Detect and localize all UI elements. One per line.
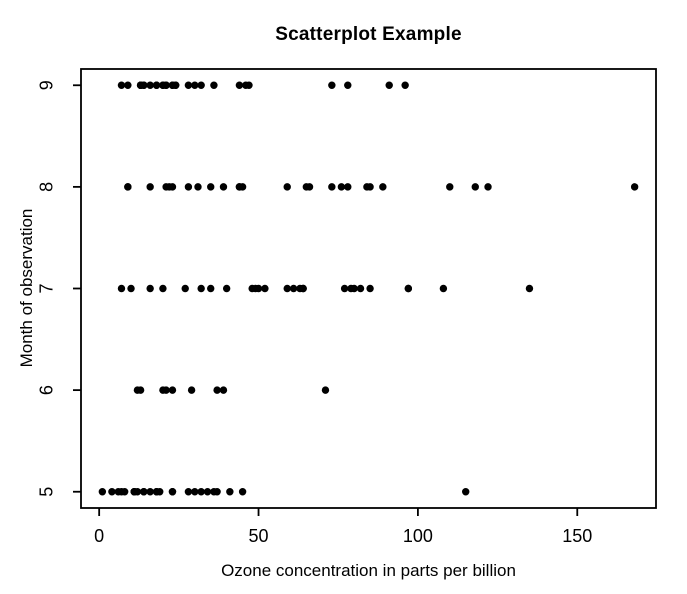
- data-point: [181, 284, 189, 293]
- data-point: [162, 183, 170, 191]
- data-point: [146, 488, 154, 496]
- data-point: [98, 488, 107, 496]
- data-point: [525, 284, 534, 293]
- data-point: [124, 81, 132, 89]
- data-point: [207, 183, 215, 191]
- data-point: [404, 284, 413, 293]
- data-point: [146, 284, 154, 293]
- y-tick-label: 6: [36, 385, 56, 395]
- data-point: [340, 284, 349, 293]
- data-point: [302, 183, 311, 191]
- data-point: [159, 386, 167, 394]
- data-point: [471, 183, 479, 191]
- data-point: [235, 81, 244, 89]
- data-point: [127, 284, 135, 293]
- data-point: [299, 284, 307, 293]
- data-point: [114, 488, 122, 496]
- data-point: [219, 183, 228, 191]
- data-point: [146, 183, 154, 191]
- data-point: [197, 284, 205, 293]
- data-point: [140, 81, 148, 89]
- data-point: [140, 488, 148, 496]
- data-point: [159, 284, 167, 293]
- y-tick-label: 9: [36, 80, 56, 90]
- data-point: [168, 386, 177, 394]
- y-tick-label: 8: [36, 182, 56, 192]
- data-point: [238, 488, 247, 496]
- data-point: [254, 284, 263, 293]
- data-point: [203, 488, 212, 496]
- data-point: [289, 284, 298, 293]
- data-point: [168, 183, 177, 191]
- data-point: [184, 183, 193, 191]
- data-point: [261, 284, 269, 293]
- data-point: [197, 488, 205, 496]
- x-tick-label: 50: [249, 526, 269, 546]
- x-axis-label: Ozone concentration in parts per billion: [221, 561, 516, 580]
- data-point: [356, 284, 365, 293]
- data-point: [222, 284, 231, 293]
- data-point: [117, 284, 126, 293]
- data-point: [168, 81, 177, 89]
- data-point: [152, 488, 161, 496]
- data-point: [146, 81, 154, 89]
- chart-title: Scatterplot Example: [275, 24, 462, 45]
- data-point: [184, 488, 193, 496]
- data-point: [379, 183, 387, 191]
- data-point: [321, 386, 330, 394]
- data-point: [401, 81, 409, 89]
- data-point: [238, 183, 247, 191]
- data-point: [242, 81, 250, 89]
- x-tick-label: 0: [94, 526, 104, 546]
- data-point: [344, 183, 352, 191]
- data-point: [385, 81, 393, 89]
- data-point: [328, 81, 336, 89]
- data-point: [117, 81, 126, 89]
- data-point: [328, 183, 336, 191]
- data-point: [124, 183, 132, 191]
- data-point: [350, 284, 358, 293]
- data-point: [207, 284, 215, 293]
- data-point: [366, 284, 374, 293]
- data-point: [108, 488, 116, 496]
- data-point: [630, 183, 639, 191]
- data-point: [136, 386, 145, 394]
- data-point: [446, 183, 454, 191]
- data-point: [462, 488, 470, 496]
- data-point: [191, 81, 199, 89]
- data-point: [184, 81, 193, 89]
- data-point: [213, 386, 221, 394]
- x-tick-label: 150: [562, 526, 592, 546]
- data-point: [344, 81, 352, 89]
- x-tick-label: 100: [403, 526, 433, 546]
- data-point: [439, 284, 448, 293]
- data-point: [187, 386, 196, 394]
- data-point: [191, 488, 199, 496]
- data-point: [337, 183, 346, 191]
- data-point: [283, 183, 291, 191]
- data-point: [484, 183, 492, 191]
- y-axis-label: Month of observation: [17, 208, 36, 368]
- data-point: [197, 81, 205, 89]
- data-point: [152, 81, 161, 89]
- data-point: [366, 183, 374, 191]
- data-point: [194, 183, 202, 191]
- data-point: [219, 386, 228, 394]
- data-point: [226, 488, 234, 496]
- data-point: [248, 284, 256, 293]
- data-point: [168, 488, 177, 496]
- y-tick-label: 5: [36, 487, 56, 497]
- data-point: [159, 81, 167, 89]
- data-point: [213, 488, 221, 496]
- data-point: [283, 284, 291, 293]
- y-tick-label: 7: [36, 283, 56, 293]
- data-point: [210, 81, 218, 89]
- data-point: [130, 488, 138, 496]
